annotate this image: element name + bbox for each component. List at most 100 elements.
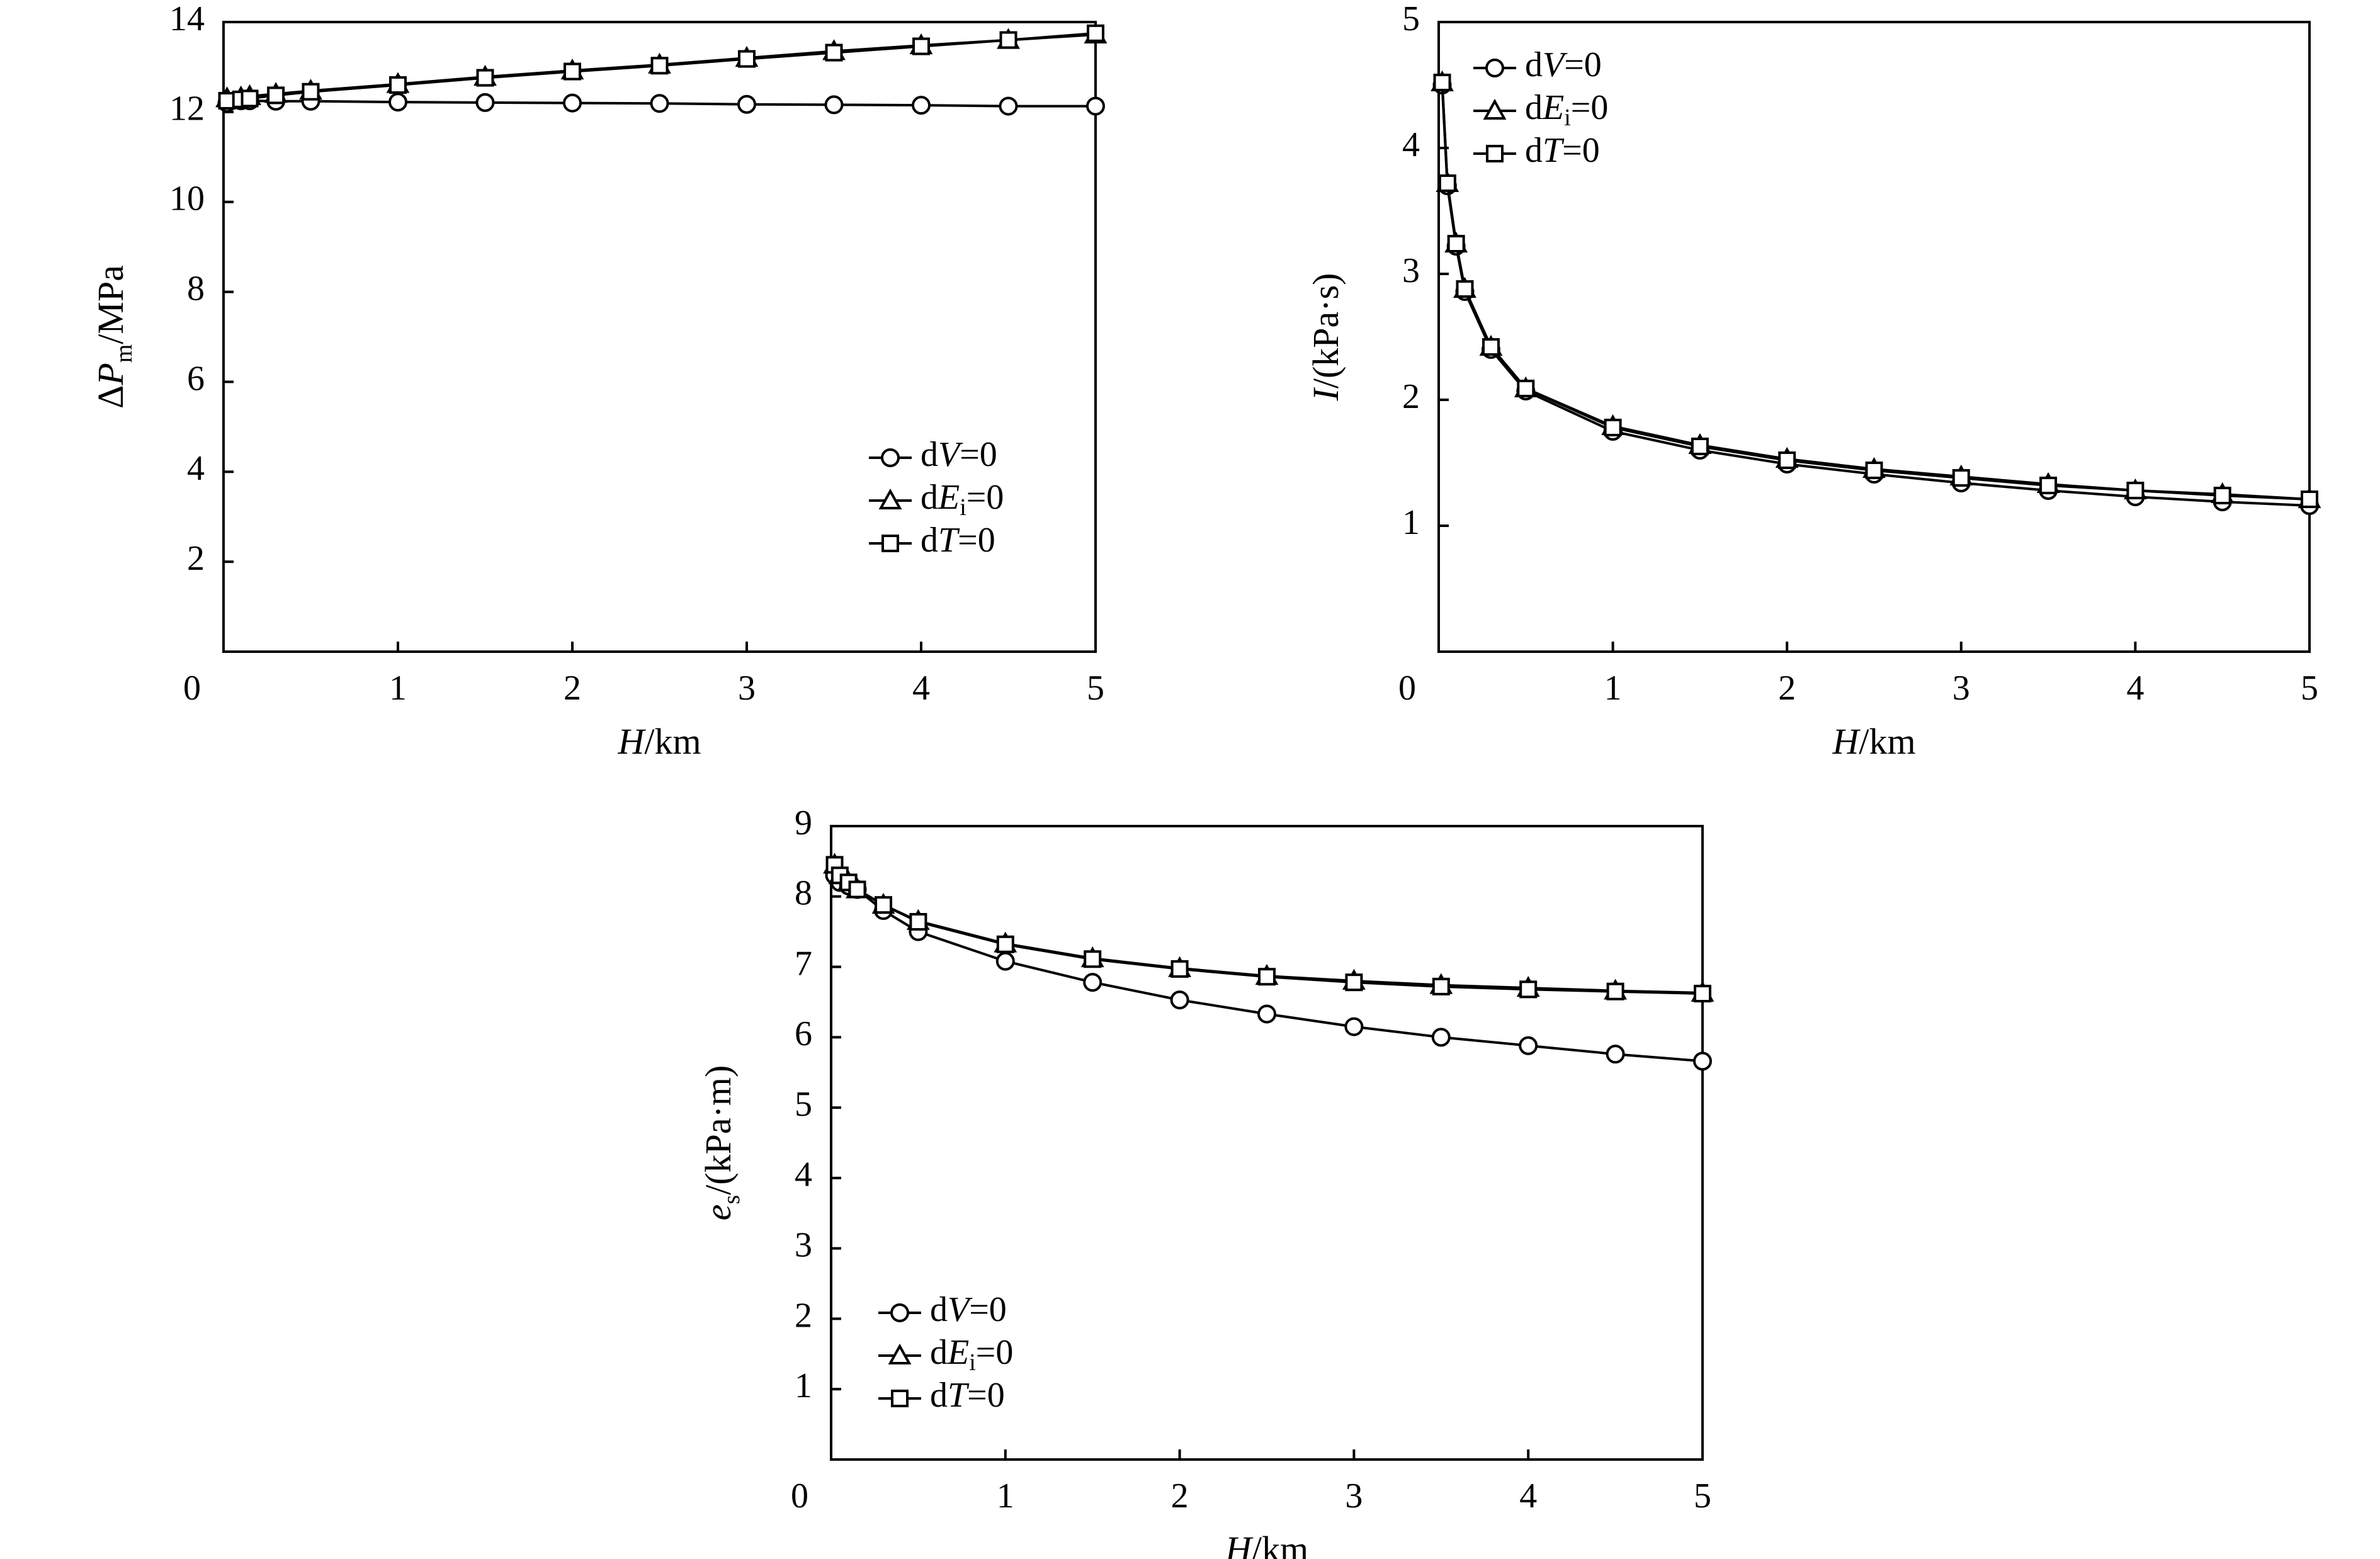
y-tick-label: 4 [187,449,205,488]
data-point-dT [1456,280,1474,298]
data-point-dT [1482,338,1500,356]
legend-marker-dV [1485,59,1504,77]
y-tick-label: 2 [795,1296,812,1335]
legend-item-dEi: dEi=0 [869,478,1004,521]
data-point-dV [475,93,495,112]
plot-frame [1437,21,2311,653]
y-tick-label: 7 [795,944,812,983]
legend-label-dT: dT=0 [1525,131,1600,170]
data-point-dT [738,50,756,68]
legend: dV=0 dEi=0dT=0 [878,1290,1013,1415]
x-tick-label: 0 [183,669,201,708]
x-tick-label: 1 [1604,669,1622,708]
y-tick-label: 2 [187,539,205,578]
y-tick-label: 4 [1402,125,1420,164]
data-point-dV [1519,1036,1538,1055]
legend-item-dV: dV=0 [1473,45,1602,84]
data-point-dT [1519,980,1538,999]
y-tick-label: 8 [187,269,205,308]
legend-label-dT: dT=0 [930,1376,1005,1415]
data-point-dT [1258,968,1276,986]
legend: dV=0 dEi=0dT=0 [869,435,1004,560]
data-point-dT [1433,74,1451,91]
legend-marker-dT [1486,145,1504,162]
x-tick-label: 5 [2301,669,2318,708]
data-point-dV [995,951,1015,971]
legend-marker-dT [891,1390,909,1407]
data-point-dV [737,94,756,114]
legend-item-dEi: dEi=0 [1473,88,1608,131]
legend-marker-dEi [1483,98,1507,120]
data-point-dT [1438,174,1456,192]
y-tick-label: 14 [169,0,205,38]
legend-marker-dEi [888,1343,912,1364]
data-point-dT [875,896,893,914]
data-point-dT [1606,982,1624,1001]
x-tick-label: 4 [1519,1477,1537,1516]
data-point-dV [650,94,669,113]
data-point-dT [1694,985,1711,1003]
data-point-dT [476,69,494,87]
data-point-dT [1952,469,1970,487]
x-tick-label: 2 [564,669,581,708]
legend-item-dT: dT=0 [1473,131,1600,170]
data-point-dT [825,43,843,62]
data-point-dT [999,31,1017,49]
data-point-dT [2213,487,2231,504]
x-tick-label: 3 [1345,1477,1363,1516]
y-axis-label: I/(kPa·s) [1305,273,1346,402]
y-tick-label: 1 [795,1366,812,1405]
y-axis-label: ΔPm/MPa [90,265,137,409]
data-point-dT [1447,235,1465,252]
y-tick-label: 3 [1402,251,1420,290]
legend-item-dV: dV=0 [878,1290,1007,1329]
x-axis-label: H/km [1225,1529,1308,1559]
data-point-dT [389,76,407,94]
x-tick-label: 5 [1087,669,1104,708]
x-axis-label: H/km [617,721,701,762]
x-tick-label: 3 [1952,669,1970,708]
x-tick-label: 4 [2126,669,2144,708]
legend: dV=0 dEi=0dT=0 [1473,45,1608,170]
plot-frame [830,825,1704,1461]
y-tick-label: 9 [795,803,812,842]
data-point-dT [302,82,320,101]
y-tick-label: 10 [169,179,205,218]
legend-label-dEi: dEi=0 [1525,88,1608,131]
legend-label-dT: dT=0 [921,521,995,560]
y-tick-label: 2 [1402,377,1420,416]
legend-label-dV: dV=0 [1525,45,1602,84]
y-tick-label: 5 [795,1085,812,1124]
data-point-dT [1170,960,1189,978]
data-point-dT [912,37,930,55]
series-dV [217,91,1105,116]
series-dT [1433,74,2318,508]
data-point-dT [2126,482,2145,499]
data-point-dT [1432,977,1450,995]
data-point-dT [1604,419,1622,436]
data-point-dV [1606,1045,1625,1064]
x-tick-label: 2 [1778,669,1796,708]
y-tick-label: 4 [795,1155,812,1194]
legend-marker-dV [890,1303,909,1322]
data-point-dT [1345,973,1363,992]
data-point-dT [1517,380,1535,397]
legend-marker-dV [881,448,900,467]
data-point-dT [1087,24,1104,42]
data-point-dT [241,89,259,108]
data-point-dT [848,880,866,899]
y-tick-label: 3 [795,1226,812,1265]
y-tick-label: 6 [795,1014,812,1053]
data-point-dT [650,57,669,75]
data-point-dV [1431,1028,1451,1047]
x-tick-label: 2 [1171,1477,1189,1516]
data-point-dV [824,95,844,115]
x-tick-label: 0 [791,1477,808,1516]
legend-label-dEi: dEi=0 [921,478,1004,521]
legend-marker-dT [881,535,899,552]
data-point-dV [388,93,407,112]
legend-item-dT: dT=0 [869,521,995,560]
y-tick-label: 8 [795,874,812,913]
data-point-dT [218,92,236,110]
